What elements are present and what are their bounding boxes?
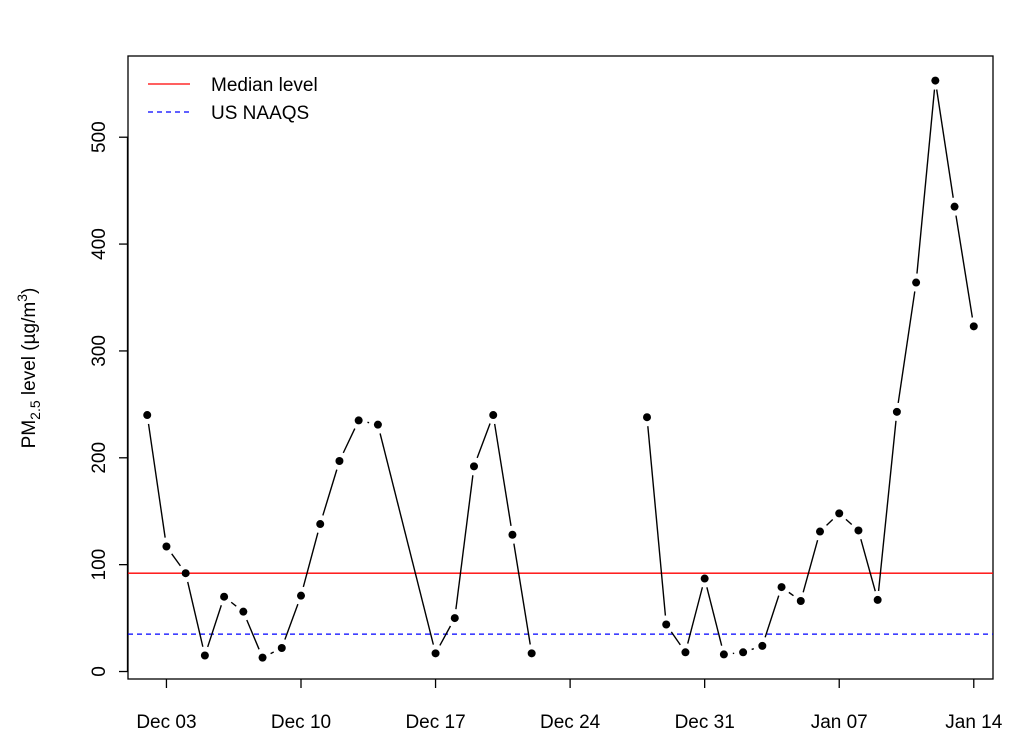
x-tick-label: Dec 31 — [675, 712, 735, 733]
data-point — [220, 592, 229, 601]
series-segment — [647, 426, 667, 616]
data-point — [335, 457, 344, 466]
data-point — [297, 591, 305, 600]
series-segment — [230, 601, 237, 607]
legend-naaqs-label: US NAAQS — [211, 103, 309, 124]
reference-lines — [128, 572, 993, 635]
series-segment — [897, 291, 916, 404]
legend: Median level US NAAQS — [148, 75, 318, 124]
data-point — [373, 420, 382, 429]
y-axis: 0 100 200 300 400 500 — [89, 121, 129, 677]
series-lines — [147, 89, 974, 655]
series-segment — [322, 469, 338, 516]
data-point — [239, 607, 248, 616]
data-point — [969, 322, 978, 331]
x-tick-label: Dec 17 — [405, 712, 465, 733]
data-point — [162, 542, 171, 551]
data-point — [931, 76, 940, 85]
y-tick-label: 400 — [89, 228, 110, 260]
y-label-superscript: 3 — [14, 294, 30, 302]
series-segment — [493, 423, 512, 526]
data-point — [719, 650, 728, 659]
data-point — [758, 641, 767, 650]
x-tick-label: Dec 03 — [136, 712, 196, 733]
series-segment — [342, 428, 356, 454]
series-segment — [955, 215, 974, 318]
series-segment — [302, 532, 319, 588]
series-segment — [764, 595, 780, 638]
data-point — [835, 509, 844, 518]
data-point — [950, 202, 959, 211]
data-point — [508, 530, 517, 539]
data-point — [873, 595, 882, 604]
series-segment — [687, 587, 704, 644]
y-axis-label: PM2.5 level (µg/m3) — [14, 288, 43, 449]
data-point — [854, 526, 863, 535]
y-tick-label: 100 — [89, 549, 110, 581]
series-segment — [147, 423, 166, 538]
y-label-suffix: ) — [19, 288, 40, 294]
x-tick-label: Jan 14 — [945, 712, 1002, 733]
series-segment — [877, 420, 897, 592]
series-segment — [284, 603, 299, 640]
y-label-subscript: 2.5 — [27, 400, 43, 420]
series-segment — [246, 619, 260, 650]
series-segment — [826, 519, 834, 526]
series-segment — [379, 433, 435, 645]
series-segment — [935, 89, 954, 198]
data-point — [643, 413, 651, 422]
series-segment — [845, 518, 853, 526]
data-point — [662, 620, 671, 629]
data-point — [258, 653, 267, 662]
series-segment — [788, 591, 794, 597]
data-point — [277, 644, 286, 653]
data-point — [431, 649, 440, 658]
y-label-prefix: PM — [19, 420, 40, 449]
series-segment — [706, 587, 723, 646]
data-point — [681, 648, 690, 657]
legend-median-label: Median level — [211, 75, 318, 96]
series-segment — [476, 423, 491, 459]
data-point — [527, 649, 536, 658]
data-point — [143, 411, 152, 420]
data-point — [181, 569, 190, 578]
series-segment — [187, 581, 204, 647]
data-point — [892, 407, 901, 416]
y-tick-label: 500 — [89, 121, 110, 153]
y-tick-label: 200 — [89, 442, 110, 474]
x-tick-label: Dec 10 — [271, 712, 331, 733]
plot-frame — [127, 55, 994, 680]
data-point — [470, 462, 478, 471]
data-point — [200, 651, 209, 660]
x-axis: Dec 03 Dec 10 Dec 17 Dec 24 Dec 31 Jan 07 Jan … — [136, 679, 1003, 733]
series-segment — [860, 538, 876, 592]
series-segment — [916, 89, 936, 274]
x-tick-label: Dec 24 — [540, 712, 601, 733]
data-point — [450, 614, 459, 623]
data-point — [489, 411, 498, 420]
series-segment — [751, 648, 755, 651]
series-segment — [207, 605, 222, 648]
data-point — [316, 520, 325, 529]
series-segment — [270, 651, 275, 655]
data-point — [816, 527, 824, 536]
data-point — [354, 416, 363, 425]
series-segment — [171, 553, 181, 567]
series-segment — [802, 540, 819, 593]
series-segment — [670, 631, 681, 646]
series-segment — [513, 543, 531, 645]
y-tick-label: 300 — [89, 335, 110, 367]
series-segment — [439, 625, 452, 646]
data-point — [739, 648, 748, 657]
y-label-middle: level (µg/m — [19, 302, 40, 401]
x-tick-label: Jan 07 — [811, 712, 868, 733]
data-point — [777, 583, 786, 592]
data-point — [912, 278, 921, 287]
data-point — [796, 596, 805, 605]
series-points — [143, 76, 978, 662]
data-point — [700, 574, 709, 583]
series-segment — [455, 475, 474, 610]
y-tick-label: 0 — [89, 666, 110, 677]
